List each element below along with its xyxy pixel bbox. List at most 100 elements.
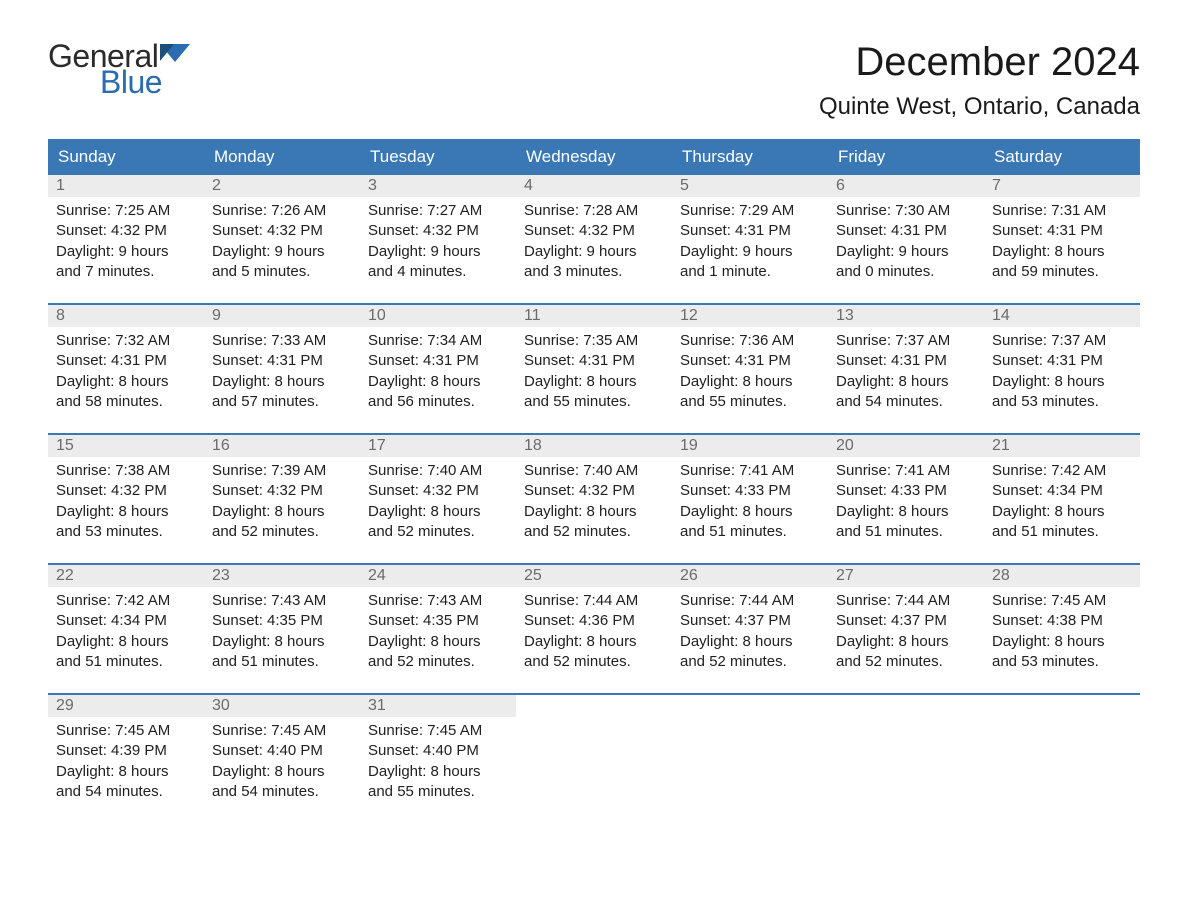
day-sunrise: Sunrise: 7:39 AM xyxy=(212,461,352,481)
day-d2: and 59 minutes. xyxy=(992,262,1132,282)
day-cell: 8Sunrise: 7:32 AMSunset: 4:31 PMDaylight… xyxy=(48,305,204,433)
day-d2: and 3 minutes. xyxy=(524,262,664,282)
day-sunset: Sunset: 4:33 PM xyxy=(680,481,820,501)
day-sunrise: Sunrise: 7:42 AM xyxy=(992,461,1132,481)
day-sunset: Sunset: 4:37 PM xyxy=(680,611,820,631)
day-number: 25 xyxy=(516,565,672,587)
day-number: 11 xyxy=(516,305,672,327)
day-number: 18 xyxy=(516,435,672,457)
day-d1: Daylight: 8 hours xyxy=(524,502,664,522)
day-body: Sunrise: 7:37 AMSunset: 4:31 PMDaylight:… xyxy=(984,327,1140,420)
day-sunset: Sunset: 4:32 PM xyxy=(56,221,196,241)
day-d1: Daylight: 8 hours xyxy=(212,632,352,652)
day-sunrise: Sunrise: 7:45 AM xyxy=(56,721,196,741)
day-d2: and 4 minutes. xyxy=(368,262,508,282)
day-cell: 4Sunrise: 7:28 AMSunset: 4:32 PMDaylight… xyxy=(516,175,672,303)
day-sunrise: Sunrise: 7:41 AM xyxy=(680,461,820,481)
day-sunset: Sunset: 4:35 PM xyxy=(368,611,508,631)
day-body: Sunrise: 7:45 AMSunset: 4:39 PMDaylight:… xyxy=(48,717,204,810)
day-number: 30 xyxy=(204,695,360,717)
week-row: 29Sunrise: 7:45 AMSunset: 4:39 PMDayligh… xyxy=(48,693,1140,823)
day-body: Sunrise: 7:33 AMSunset: 4:31 PMDaylight:… xyxy=(204,327,360,420)
day-d2: and 53 minutes. xyxy=(992,652,1132,672)
day-sunrise: Sunrise: 7:41 AM xyxy=(836,461,976,481)
day-body: Sunrise: 7:30 AMSunset: 4:31 PMDaylight:… xyxy=(828,197,984,290)
day-d1: Daylight: 8 hours xyxy=(680,372,820,392)
day-sunset: Sunset: 4:32 PM xyxy=(212,481,352,501)
day-d2: and 57 minutes. xyxy=(212,392,352,412)
day-cell: 22Sunrise: 7:42 AMSunset: 4:34 PMDayligh… xyxy=(48,565,204,693)
day-sunset: Sunset: 4:40 PM xyxy=(368,741,508,761)
day-body: Sunrise: 7:28 AMSunset: 4:32 PMDaylight:… xyxy=(516,197,672,290)
day-d2: and 52 minutes. xyxy=(836,652,976,672)
title-block: December 2024 Quinte West, Ontario, Cana… xyxy=(819,40,1140,121)
day-cell: 9Sunrise: 7:33 AMSunset: 4:31 PMDaylight… xyxy=(204,305,360,433)
day-cell: 27Sunrise: 7:44 AMSunset: 4:37 PMDayligh… xyxy=(828,565,984,693)
day-sunset: Sunset: 4:31 PM xyxy=(680,221,820,241)
day-number: 13 xyxy=(828,305,984,327)
day-body: Sunrise: 7:26 AMSunset: 4:32 PMDaylight:… xyxy=(204,197,360,290)
week-row: 1Sunrise: 7:25 AMSunset: 4:32 PMDaylight… xyxy=(48,175,1140,303)
day-number: 15 xyxy=(48,435,204,457)
day-cell: 1Sunrise: 7:25 AMSunset: 4:32 PMDaylight… xyxy=(48,175,204,303)
day-cell: 3Sunrise: 7:27 AMSunset: 4:32 PMDaylight… xyxy=(360,175,516,303)
day-number: 9 xyxy=(204,305,360,327)
day-sunset: Sunset: 4:31 PM xyxy=(56,351,196,371)
weekday-tuesday: Tuesday xyxy=(360,139,516,175)
day-d1: Daylight: 8 hours xyxy=(836,632,976,652)
day-number: 17 xyxy=(360,435,516,457)
day-d2: and 55 minutes. xyxy=(368,782,508,802)
day-body: Sunrise: 7:40 AMSunset: 4:32 PMDaylight:… xyxy=(516,457,672,550)
day-body: Sunrise: 7:45 AMSunset: 4:40 PMDaylight:… xyxy=(204,717,360,810)
day-d1: Daylight: 9 hours xyxy=(836,242,976,262)
day-sunrise: Sunrise: 7:31 AM xyxy=(992,201,1132,221)
weekday-sunday: Sunday xyxy=(48,139,204,175)
flag-icon xyxy=(160,44,190,66)
day-d2: and 7 minutes. xyxy=(56,262,196,282)
day-cell xyxy=(984,695,1140,823)
day-number: 23 xyxy=(204,565,360,587)
day-body: Sunrise: 7:36 AMSunset: 4:31 PMDaylight:… xyxy=(672,327,828,420)
day-d2: and 51 minutes. xyxy=(680,522,820,542)
day-d1: Daylight: 8 hours xyxy=(368,502,508,522)
day-sunset: Sunset: 4:32 PM xyxy=(56,481,196,501)
day-sunset: Sunset: 4:31 PM xyxy=(992,221,1132,241)
day-number: 26 xyxy=(672,565,828,587)
day-cell: 16Sunrise: 7:39 AMSunset: 4:32 PMDayligh… xyxy=(204,435,360,563)
day-cell: 2Sunrise: 7:26 AMSunset: 4:32 PMDaylight… xyxy=(204,175,360,303)
day-cell: 14Sunrise: 7:37 AMSunset: 4:31 PMDayligh… xyxy=(984,305,1140,433)
day-d2: and 53 minutes. xyxy=(992,392,1132,412)
day-cell xyxy=(516,695,672,823)
day-number: 24 xyxy=(360,565,516,587)
day-d2: and 54 minutes. xyxy=(836,392,976,412)
weekday-saturday: Saturday xyxy=(984,139,1140,175)
day-d1: Daylight: 8 hours xyxy=(992,502,1132,522)
day-sunrise: Sunrise: 7:40 AM xyxy=(368,461,508,481)
day-d2: and 51 minutes. xyxy=(836,522,976,542)
week-row: 8Sunrise: 7:32 AMSunset: 4:31 PMDaylight… xyxy=(48,303,1140,433)
day-sunset: Sunset: 4:31 PM xyxy=(368,351,508,371)
day-cell: 6Sunrise: 7:30 AMSunset: 4:31 PMDaylight… xyxy=(828,175,984,303)
day-sunset: Sunset: 4:36 PM xyxy=(524,611,664,631)
day-body: Sunrise: 7:32 AMSunset: 4:31 PMDaylight:… xyxy=(48,327,204,420)
day-number: 19 xyxy=(672,435,828,457)
day-d2: and 52 minutes. xyxy=(524,652,664,672)
day-cell: 29Sunrise: 7:45 AMSunset: 4:39 PMDayligh… xyxy=(48,695,204,823)
day-d1: Daylight: 8 hours xyxy=(368,632,508,652)
day-d1: Daylight: 8 hours xyxy=(524,632,664,652)
day-sunrise: Sunrise: 7:38 AM xyxy=(56,461,196,481)
day-cell: 26Sunrise: 7:44 AMSunset: 4:37 PMDayligh… xyxy=(672,565,828,693)
day-number: 16 xyxy=(204,435,360,457)
day-d2: and 5 minutes. xyxy=(212,262,352,282)
day-d1: Daylight: 8 hours xyxy=(212,372,352,392)
day-number: 3 xyxy=(360,175,516,197)
day-d1: Daylight: 9 hours xyxy=(368,242,508,262)
day-cell: 7Sunrise: 7:31 AMSunset: 4:31 PMDaylight… xyxy=(984,175,1140,303)
day-sunrise: Sunrise: 7:37 AM xyxy=(836,331,976,351)
day-sunset: Sunset: 4:31 PM xyxy=(680,351,820,371)
day-body: Sunrise: 7:41 AMSunset: 4:33 PMDaylight:… xyxy=(672,457,828,550)
day-body: Sunrise: 7:45 AMSunset: 4:40 PMDaylight:… xyxy=(360,717,516,810)
day-number: 7 xyxy=(984,175,1140,197)
weekday-thursday: Thursday xyxy=(672,139,828,175)
header: General Blue December 2024 Quinte West, … xyxy=(48,40,1140,121)
